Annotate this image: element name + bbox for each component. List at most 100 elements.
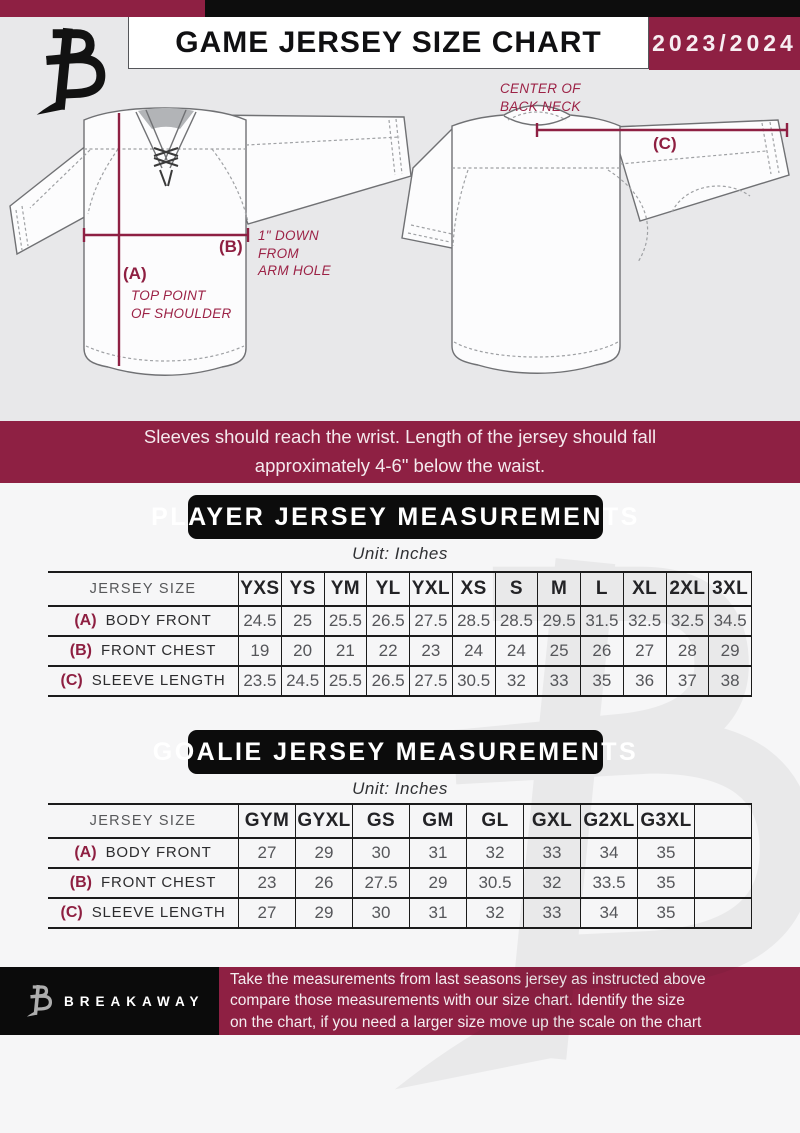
label-c: (C) [653,134,677,153]
shoulder-note: TOP POINT OF SHOULDER [131,288,232,321]
size-column-header: G3XL [637,803,695,839]
measurement-cell: 34 [580,837,638,869]
measurement-cell: 35 [580,665,624,697]
arm-hole-note: 1" DOWN FROM ARM HOLE [258,228,331,279]
size-column-header: GS [352,803,410,839]
measurement-cell: 35 [637,867,695,899]
label-a: (A) [123,264,147,283]
measurement-cell: 25 [537,635,581,667]
goalie-section-banner: GOALIE JERSEY MEASUREMENTS [153,730,636,774]
size-column-header: YXS [238,571,282,607]
measurement-cell: 30 [352,897,410,929]
measurement-cell: 26.5 [366,605,410,637]
measurement-cell: 27.5 [409,665,453,697]
footer-brand-block: BREAKAWAY [0,967,219,1035]
measurement-cell: 29.5 [537,605,581,637]
measurement-cell: 25.5 [323,605,367,637]
jersey-diagrams [9,104,790,376]
fit-notice-banner: Sleeves should reach the wrist. Length o… [0,421,800,483]
measurements-section: PLAYER JERSEY MEASUREMENTS Unit: Inches … [0,483,800,1090]
measurement-cell: 36 [622,665,666,697]
measurement-cell: 33 [537,665,581,697]
measurement-cell: 26.5 [366,665,410,697]
size-column-header: YL [366,571,410,607]
size-column-header: XS [451,571,495,607]
measurement-cell: 27 [238,837,296,869]
player-measurements-table: JERSEY SIZE YXS YS YM YL YXL XS S M L XL 2XL 3XL (A) B… [48,571,752,697]
measurement-cell: 23 [409,635,453,667]
footer-instructions: Take the measurements from last seasons … [219,967,800,1035]
row-key: (B) [69,642,92,659]
size-column-header: YM [323,571,367,607]
measurement-cell: 26 [580,635,624,667]
measurement-cell: 21 [323,635,367,667]
measurement-cell: 32 [523,867,581,899]
measurement-cell [694,837,752,869]
measurement-line-back [535,123,789,137]
table-row: (A) BODY FRONT 24.5 25 25.5 26.5 27.5 28.5 28.5 2… [48,605,752,637]
size-column-header: YXL [409,571,453,607]
season-badge: 2023/2024 [649,17,800,70]
measurement-cell: 32.5 [665,605,709,637]
size-column-header: S [494,571,538,607]
page-title: GAME JERSEY SIZE CHART [175,25,602,59]
jersey-size-header: JERSEY SIZE [48,803,239,839]
size-column-header: G2XL [580,803,638,839]
row-name: SLEEVE LENGTH [91,904,226,921]
measurement-cell: 35 [637,837,695,869]
row-key: (A) [74,844,97,861]
measurement-cell: 30 [352,837,410,869]
measurement-cell: 28 [665,635,709,667]
player-section-title: PLAYER JERSEY MEASUREMENTS [151,502,640,531]
table-header-row: JERSEY SIZE YXS YS YM YL YXL XS S M L XL 2XL 3XL [48,571,752,607]
measurement-cell: 29 [295,897,353,929]
breakaway-logo-icon [26,22,108,122]
row-label: (B) FRONT CHEST [48,867,239,899]
size-column-header: YS [280,571,324,607]
measurement-cell: 23.5 [238,665,282,697]
page-title-box: GAME JERSEY SIZE CHART [128,17,649,69]
size-column-header: GL [466,803,524,839]
measurement-cell: 30.5 [451,665,495,697]
measurement-cell: 24.5 [280,665,324,697]
measurement-cell: 28.5 [451,605,495,637]
row-label: (A) BODY FRONT [48,605,239,637]
measurement-cell: 29 [295,837,353,869]
center-back-neck-note: CENTER OF BACK NECK [500,81,581,114]
table-row: (A) BODY FRONT 27 29 30 31 32 33 34 35 [48,837,752,869]
row-name: FRONT CHEST [101,642,217,659]
measurement-cell: 37 [665,665,709,697]
measurement-cell: 28.5 [494,605,538,637]
measurement-cell: 32 [466,837,524,869]
measurement-cell: 32 [466,897,524,929]
size-column-header: 2XL [665,571,709,607]
measurement-cell: 26 [295,867,353,899]
row-key: (C) [60,904,83,921]
goalie-section-title: GOALIE JERSEY MEASUREMENTS [152,737,639,766]
table-row: (B) FRONT CHEST 23 26 27.5 29 30.5 32 33.5 35 [48,867,752,899]
measurement-cell: 22 [366,635,410,667]
goalie-measurements-table: JERSEY SIZE GYM GYXL GS GM GL GXL G2XL G3XL (A) BO… [48,803,752,929]
player-unit-label: Unit: Inches [352,544,448,563]
measurement-cell: 33 [523,837,581,869]
size-column-header: GYM [238,803,296,839]
size-column-header: GYXL [295,803,353,839]
measurement-cell: 27.5 [409,605,453,637]
diagram-section: GAME JERSEY SIZE CHART 2023/2024 [0,0,800,421]
back-jersey-diagram [401,104,790,374]
row-label: (C) SLEEVE LENGTH [48,897,239,929]
row-label: (C) SLEEVE LENGTH [48,665,239,697]
size-column-header: L [580,571,624,607]
row-label: (B) FRONT CHEST [48,635,239,667]
measurement-cell: 33.5 [580,867,638,899]
player-section-banner: PLAYER JERSEY MEASUREMENTS [151,495,637,539]
table-row: (C) SLEEVE LENGTH 23.5 24.5 25.5 26.5 27.5 30.5… [48,665,752,697]
table-header-row: JERSEY SIZE GYM GYXL GS GM GL GXL G2XL G3XL [48,803,752,839]
row-key: (C) [60,672,83,689]
label-b: (B) [219,237,243,256]
measurement-cell: 27.5 [352,867,410,899]
measurement-cell: 25 [280,605,324,637]
size-column-header: GXL [523,803,581,839]
measurement-cell: 35 [637,897,695,929]
measurement-cell: 24 [494,635,538,667]
